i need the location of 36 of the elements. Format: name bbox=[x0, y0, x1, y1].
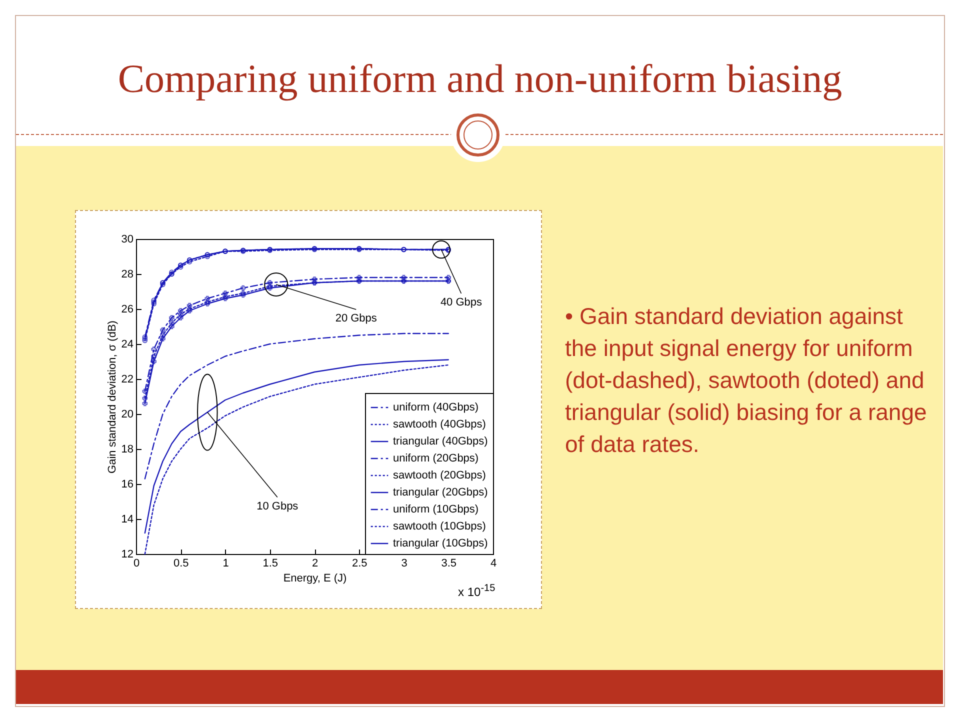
x-tick-label: 0 bbox=[133, 558, 140, 570]
y-tick-label: 14 bbox=[121, 514, 134, 526]
y-tick-label: 30 bbox=[121, 234, 134, 246]
legend-label: uniform (20Gbps) bbox=[393, 452, 479, 464]
chart-title: Comparing uniform and non-uniform biasing bbox=[116, 55, 844, 102]
y-axis-title: Gain standard deviation, σ (dB) bbox=[106, 320, 118, 474]
x-tick-label: 4 bbox=[490, 558, 497, 570]
x-tick-label: 3.5 bbox=[441, 558, 457, 570]
x-tick-label: 2 bbox=[312, 558, 318, 570]
legend-label: sawtooth (40Gbps) bbox=[393, 418, 486, 430]
x-tick-label: 1.5 bbox=[262, 558, 278, 570]
text: • Gain standard deviation against the input signal energy for uniform (dot-dashed), sawtooth (doted) and triangular (solid) biasing for a range of data rates. bbox=[565, 302, 928, 459]
legend-label: triangular (20Gbps) bbox=[393, 486, 488, 498]
x-tick-label: 2.5 bbox=[352, 558, 368, 570]
y-tick-label: 16 bbox=[121, 478, 134, 490]
legend-label: triangular (40Gbps) bbox=[393, 436, 488, 448]
y-tick-label: 12 bbox=[121, 548, 134, 560]
annotation: 20 Gbps bbox=[335, 312, 378, 324]
x-tick-label: 0.5 bbox=[173, 558, 189, 570]
legend-label: sawtooth (10Gbps) bbox=[393, 520, 486, 532]
x-tick-label: 3 bbox=[401, 558, 408, 570]
legend-label: uniform (10Gbps) bbox=[393, 504, 479, 516]
x-axis-title: Energy, E (J) bbox=[283, 572, 347, 584]
legend-label: triangular (10Gbps) bbox=[393, 538, 488, 550]
y-tick-label: 24 bbox=[121, 338, 134, 350]
text: x 10$^{-15}$ bbox=[458, 583, 496, 599]
annotation: 40 Gbps bbox=[440, 296, 483, 308]
annotation: 10 Gbps bbox=[256, 500, 299, 512]
y-tick-label: 28 bbox=[121, 268, 134, 280]
y-tick-label: 18 bbox=[121, 444, 134, 456]
legend-label: uniform (40Gbps) bbox=[393, 402, 479, 414]
y-tick-label: 26 bbox=[121, 304, 134, 316]
y-tick-label: 20 bbox=[121, 408, 134, 420]
x-tick-label: 1 bbox=[222, 558, 229, 570]
y-tick-label: 22 bbox=[121, 374, 134, 386]
legend-label: sawtooth (20Gbps) bbox=[393, 470, 486, 482]
